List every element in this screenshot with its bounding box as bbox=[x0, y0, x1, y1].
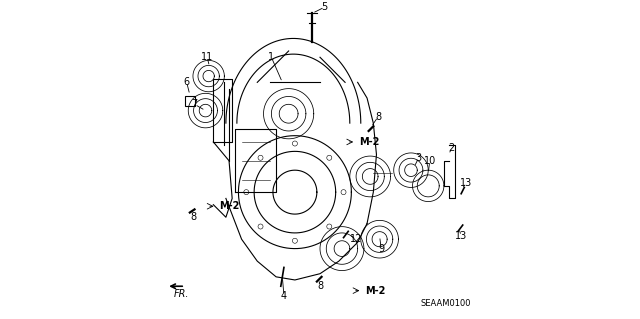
Text: 8: 8 bbox=[317, 281, 323, 291]
Text: 1: 1 bbox=[268, 52, 275, 62]
Text: 8: 8 bbox=[190, 212, 196, 222]
Text: 12: 12 bbox=[350, 234, 362, 244]
Text: M-2: M-2 bbox=[365, 286, 386, 296]
Text: M-2: M-2 bbox=[359, 137, 380, 147]
Text: SEAAM0100: SEAAM0100 bbox=[420, 299, 470, 308]
Text: FR.: FR. bbox=[174, 289, 189, 299]
Text: 5: 5 bbox=[321, 2, 328, 12]
Text: 9: 9 bbox=[378, 244, 384, 254]
Text: 6: 6 bbox=[184, 77, 189, 87]
Text: M-2: M-2 bbox=[220, 201, 240, 211]
Text: 7: 7 bbox=[191, 99, 198, 109]
Bar bbox=[185, 96, 195, 106]
Text: 8: 8 bbox=[375, 112, 381, 122]
Text: 13: 13 bbox=[455, 231, 467, 241]
Text: 10: 10 bbox=[424, 156, 436, 166]
Text: 3: 3 bbox=[416, 152, 422, 163]
Text: 13: 13 bbox=[460, 178, 472, 188]
Text: 2: 2 bbox=[449, 143, 455, 153]
Text: 4: 4 bbox=[281, 291, 287, 300]
Text: 11: 11 bbox=[201, 52, 213, 62]
